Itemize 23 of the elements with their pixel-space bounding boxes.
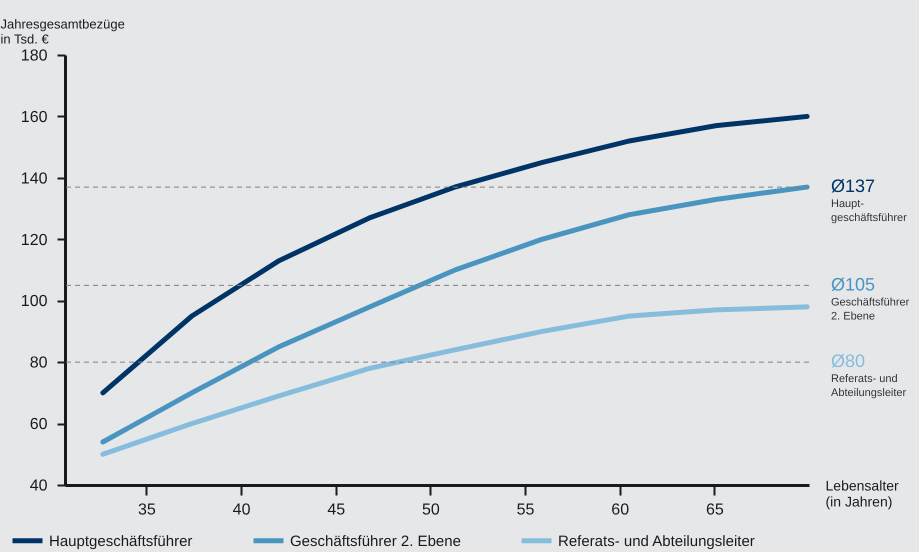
x-tick-label: 40 (232, 502, 251, 518)
y-tick-label: 160 (20, 108, 48, 126)
y-tick-label: 120 (20, 232, 48, 249)
y-tick-label: 180 (20, 48, 48, 64)
y-tick-label: 60 (30, 416, 48, 434)
legend-label: Referats- und Abteilungsleiter (558, 532, 755, 550)
legend-label: Geschäftsführer 2. Ebene (290, 532, 461, 550)
x-tick-label: 45 (327, 502, 346, 518)
ref-line-label: Ø80 Referats- und Abteilungsleiter (831, 351, 907, 400)
y-tick-label: 40 (30, 478, 48, 494)
y-tick-label: 80 (30, 354, 48, 372)
y-tick-label: 140 (20, 170, 48, 188)
y-axis-title: Jahresgesamtbezüge in Tsd. € (0, 16, 125, 46)
x-tick-label: 35 (138, 502, 156, 518)
ref-line-label: Ø137 Haupt- geschäftsführer (831, 176, 908, 224)
x-tick-label: 55 (516, 502, 535, 518)
legend-label: Hauptgeschäftsführer (49, 532, 192, 550)
x-axis-title: Lebensalter (in Jahren) (826, 478, 900, 510)
x-tick-label: 60 (611, 502, 630, 518)
x-tick-label: 50 (422, 502, 440, 518)
ref-line-label: Ø105 Geschäftsführer 2. Ebene (831, 274, 910, 322)
y-tick-label: 100 (20, 293, 48, 310)
x-tick-label: 65 (706, 502, 724, 518)
